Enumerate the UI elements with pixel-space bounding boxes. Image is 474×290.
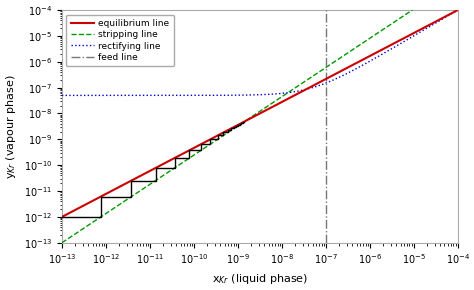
rectifying line — [455, 8, 461, 12]
stripping line — [371, 34, 376, 37]
equilibrium line — [455, 8, 461, 12]
Y-axis label: y$_{Kr}$ (vapour phase): y$_{Kr}$ (vapour phase) — [4, 74, 18, 179]
rectifying line — [252, 93, 257, 97]
equilibrium line — [443, 14, 449, 18]
equilibrium line — [252, 115, 257, 118]
equilibrium line — [371, 52, 376, 56]
Line: rectifying line: rectifying line — [62, 10, 458, 95]
rectifying line — [59, 94, 65, 97]
rectifying line — [79, 94, 85, 97]
stripping line — [252, 113, 257, 117]
stripping line — [79, 228, 85, 231]
equilibrium line — [59, 215, 65, 219]
rectifying line — [241, 93, 247, 97]
X-axis label: x$_{Kr}$ (liquid phase): x$_{Kr}$ (liquid phase) — [212, 272, 308, 286]
Legend: equilibrium line, stripping line, rectifying line, feed line: equilibrium line, stripping line, rectif… — [66, 14, 173, 66]
stripping line — [59, 241, 65, 244]
rectifying line — [443, 15, 449, 19]
stripping line — [241, 120, 247, 124]
rectifying line — [371, 57, 376, 61]
Line: equilibrium line: equilibrium line — [62, 10, 458, 217]
Line: stripping line: stripping line — [62, 0, 458, 243]
equilibrium line — [241, 120, 247, 124]
rectifying line — [443, 15, 449, 19]
equilibrium line — [79, 205, 85, 208]
equilibrium line — [443, 14, 449, 18]
